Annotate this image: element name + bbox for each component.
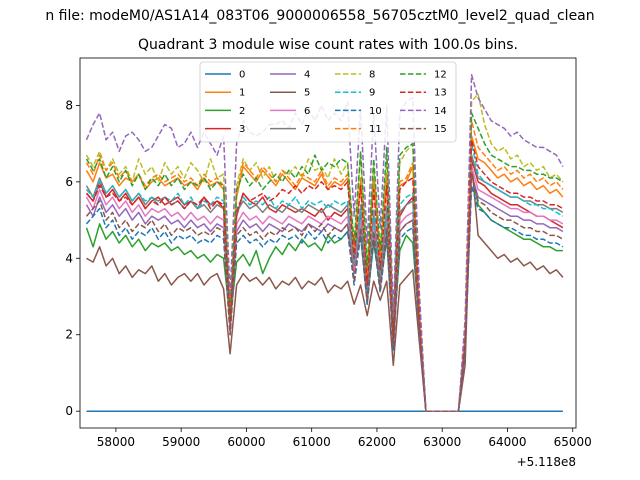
y-tick-label: 2 xyxy=(65,328,73,342)
series-line-8 xyxy=(85,93,564,412)
series-line-12 xyxy=(85,112,564,412)
series-line-5 xyxy=(86,161,564,412)
series-line-10 xyxy=(85,184,564,412)
legend-label-8: 8 xyxy=(369,70,375,81)
x-tick-label: 59000 xyxy=(162,435,200,449)
series-layer xyxy=(85,74,564,412)
x-tick-label: 62000 xyxy=(358,435,396,449)
series-line-6 xyxy=(85,165,564,412)
legend-label-5: 5 xyxy=(304,88,310,99)
y-tick-label: 0 xyxy=(65,404,73,418)
series-line-11 xyxy=(85,119,564,412)
legend-label-11: 11 xyxy=(369,124,382,135)
legend-label-7: 7 xyxy=(304,124,310,135)
legend-label-6: 6 xyxy=(304,106,310,117)
series-line-14 xyxy=(85,74,564,412)
legend-label-12: 12 xyxy=(434,70,447,81)
series-line-9 xyxy=(85,142,564,412)
series-line-13 xyxy=(85,139,564,412)
y-tick-label: 4 xyxy=(65,251,73,265)
series-line-1 xyxy=(85,135,564,412)
x-tick-label: 63000 xyxy=(423,435,461,449)
y-axis: 0 2 4 6 8 xyxy=(65,98,80,418)
series-line-15 xyxy=(85,173,564,412)
series-line-2 xyxy=(85,169,563,412)
legend-label-10: 10 xyxy=(369,106,382,117)
legend-label-3: 3 xyxy=(239,124,245,135)
y-tick-label: 6 xyxy=(65,175,73,189)
figure-suptitle: n file: modeM0/AS1A14_083T06_9000006558_… xyxy=(45,8,594,24)
plot-frame xyxy=(79,57,577,429)
x-axis: 58000 59000 60000 61000 62000 63000 64000 65000 xyxy=(97,428,592,449)
legend-label-13: 13 xyxy=(434,88,447,99)
legend-label-9: 9 xyxy=(369,88,375,99)
legend-frame xyxy=(199,61,457,143)
chart-title: Quadrant 3 module wise count rates with … xyxy=(138,37,518,53)
series-line-3 xyxy=(85,158,564,412)
legend-label-14: 14 xyxy=(434,106,447,117)
series-line-4 xyxy=(85,173,564,412)
x-offset-label: +5.118e8 xyxy=(517,455,576,469)
legend-label-4: 4 xyxy=(304,70,310,81)
legend-label-0: 0 xyxy=(239,70,245,81)
x-tick-label: 61000 xyxy=(293,435,331,449)
legend-label-2: 2 xyxy=(239,106,245,117)
legend-label-1: 1 xyxy=(239,88,245,99)
x-tick-label: 58000 xyxy=(97,435,135,449)
x-tick-label: 60000 xyxy=(227,435,265,449)
legend-label-15: 15 xyxy=(434,124,447,135)
x-tick-label: 64000 xyxy=(488,435,526,449)
y-tick-label: 8 xyxy=(65,98,73,112)
x-tick-label: 65000 xyxy=(554,435,592,449)
